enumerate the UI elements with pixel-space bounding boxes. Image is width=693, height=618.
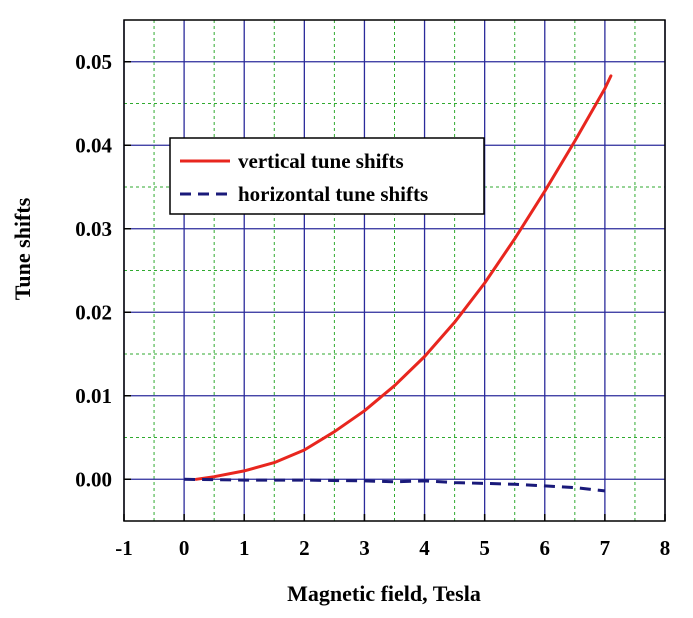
x-tick-label: 0 — [179, 536, 190, 560]
x-tick-label: 3 — [359, 536, 370, 560]
legend: vertical tune shifts horizontal tune shi… — [170, 138, 484, 214]
y-tick-label: 0.05 — [75, 50, 112, 74]
x-axis-title: Magnetic field, Tesla — [287, 581, 481, 606]
legend-label-vertical: vertical tune shifts — [238, 149, 404, 173]
x-tick-label: 7 — [600, 536, 611, 560]
y-tick-label: 0.00 — [75, 467, 112, 491]
x-tick-label: 4 — [419, 536, 430, 560]
x-tick-label: 6 — [540, 536, 551, 560]
x-tick-label: 5 — [479, 536, 490, 560]
x-tick-label: 8 — [660, 536, 671, 560]
x-tick-label: -1 — [115, 536, 133, 560]
y-tick-label: 0.03 — [75, 217, 112, 241]
x-tick-label: 1 — [239, 536, 250, 560]
y-tick-label: 0.02 — [75, 300, 112, 324]
y-tick-label: 0.01 — [75, 384, 112, 408]
y-axis-title: Tune shifts — [10, 197, 35, 300]
x-tick-label: 2 — [299, 536, 310, 560]
y-tick-label: 0.04 — [75, 133, 112, 157]
legend-label-horizontal: horizontal tune shifts — [238, 182, 428, 206]
